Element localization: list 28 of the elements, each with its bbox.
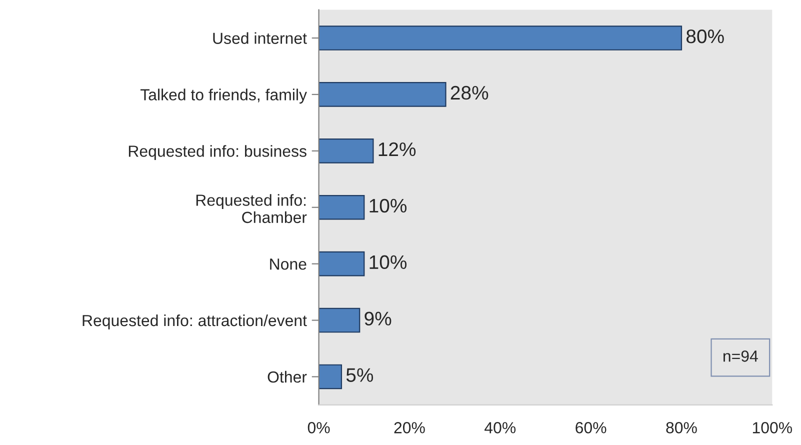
y-tick-label: Talked to friends, family bbox=[140, 88, 307, 104]
data-label: 10% bbox=[370, 255, 407, 270]
x-tick-label: 0% bbox=[308, 422, 330, 434]
y-tick-label: Requested info: business bbox=[128, 145, 306, 160]
data-label: 9% bbox=[364, 312, 392, 326]
y-tick-label: Requested info: Chamber bbox=[196, 194, 307, 224]
data-label: 28% bbox=[450, 86, 488, 100]
x-tick-label: 40% bbox=[484, 422, 516, 434]
data-label: 5% bbox=[346, 368, 374, 382]
bar bbox=[318, 308, 360, 333]
bar bbox=[318, 82, 446, 107]
y-tick-label: Requested info: attraction/event bbox=[82, 314, 307, 330]
x-tick-label: 100% bbox=[752, 422, 792, 434]
data-label: 10% bbox=[370, 198, 407, 213]
y-tick-label: None bbox=[270, 258, 306, 270]
x-tick-label: 20% bbox=[394, 422, 425, 434]
bar bbox=[318, 194, 365, 220]
y-tick-label: Other bbox=[268, 370, 307, 383]
y-tick-label: Used internet bbox=[213, 32, 307, 44]
bar bbox=[318, 251, 365, 276]
data-label: 12% bbox=[378, 142, 416, 156]
annotation: n=94 bbox=[724, 350, 758, 362]
bar bbox=[318, 138, 374, 164]
bar bbox=[318, 364, 342, 390]
x-tick-label: 80% bbox=[666, 422, 697, 434]
x-tick-label: 60% bbox=[576, 422, 606, 434]
data-label: 80% bbox=[686, 29, 724, 44]
bar bbox=[318, 26, 682, 50]
